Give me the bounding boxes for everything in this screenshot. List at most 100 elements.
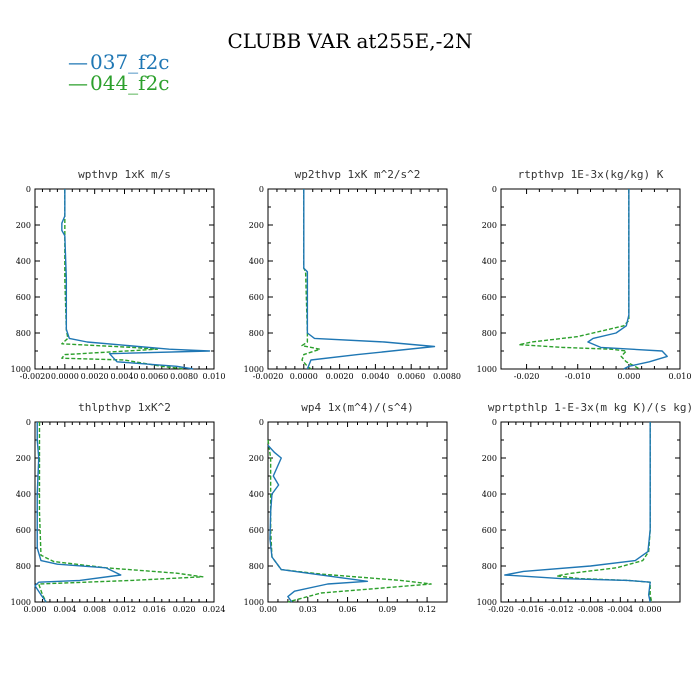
panel-4-ytick-label-1: 200 (249, 454, 264, 463)
panel-5-xtick-label-0: -0.020 (488, 605, 514, 614)
panel-0-ytick-label-0: 0 (26, 185, 31, 194)
panel-0-xtick-label-0: -0.0020 (20, 372, 51, 381)
panel-5-ytick-label-5: 1000 (477, 598, 497, 607)
panel-2-xtick-label-3: 0.010 (669, 372, 692, 381)
panel-0-xtick-label-3: 0.0040 (111, 372, 139, 381)
panel-1-xtick-label-1: 0.0000 (290, 372, 318, 381)
panel-3-ytick-label-2: 400 (16, 490, 31, 499)
panel-2-ytick-label-1: 200 (482, 221, 497, 230)
panel-2-ytick-label-5: 1000 (477, 365, 497, 374)
panel-1-series-0 (303, 189, 436, 370)
legend-dash-0: — (68, 50, 88, 74)
legend-entry-1: — 044_f2c (68, 71, 170, 95)
panel-3-xtick-label-6: 0.024 (203, 605, 226, 614)
panel-2-title: rtpthvp 1E-3x(kg/kg) K (518, 168, 664, 181)
legend-dash-1: — (68, 71, 88, 95)
legend: — 037_f2c — 044_f2c (68, 50, 170, 95)
panel-0-xtick-label-6: 0.010 (203, 372, 226, 381)
panel-0-xtick-label-5: 0.0080 (170, 372, 198, 381)
panel-4-xtick-label-4: 0.12 (418, 605, 436, 614)
panel-5-xtick-label-5: 0.000 (639, 605, 662, 614)
panel-5-xtick-label-2: -0.012 (548, 605, 574, 614)
panel-0-xtick-label-4: 0.0060 (140, 372, 168, 381)
panel-1-title: wp2thvp 1xK m^2/s^2 (295, 168, 421, 181)
panel-1-xtick-label-2: 0.0020 (326, 372, 354, 381)
panel-1-ytick-label-4: 800 (249, 329, 264, 338)
panel-5-xtick-label-4: -0.004 (608, 605, 634, 614)
panel-5-ytick-label-2: 400 (482, 490, 497, 499)
panel-5: wprtpthlp 1-E-3x(m kg K)/(s kg) 0 200 400 60… (477, 401, 694, 614)
panel-1-ytick-label-3: 600 (249, 293, 264, 302)
panel-1-ytick-label-2: 400 (249, 257, 264, 266)
panel-5-ytick-label-0: 0 (492, 418, 497, 427)
panel-4-ytick-label-0: 0 (259, 418, 264, 427)
panel-3-xtick-label-3: 0.012 (113, 605, 136, 614)
panel-0-ytick-label-2: 400 (16, 257, 31, 266)
panel-1-ytick-label-1: 200 (249, 221, 264, 230)
panel-3-xtick-label-2: 0.008 (83, 605, 106, 614)
panel-1-xtick-label-5: 0.0080 (433, 372, 461, 381)
legend-label-0: 037_f2c (90, 50, 170, 74)
panel-2-xtick-label-1: -0.010 (565, 372, 591, 381)
panel-4-xtick-label-1: 0.03 (299, 605, 317, 614)
panel-3-title: thlpthvp 1xK^2 (78, 401, 171, 414)
panel-4-ytick-label-5: 1000 (244, 598, 264, 607)
panel-2-series-0 (587, 189, 668, 370)
panel-3-series-0 (34, 422, 122, 603)
panel-2-xtick-label-2: 0.000 (617, 372, 640, 381)
panel-4-ytick-label-2: 400 (249, 490, 264, 499)
panel-1-xtick-label-0: -0.0020 (253, 372, 284, 381)
panel-5-ytick-label-4: 800 (482, 562, 497, 571)
panel-2-ytick-label-4: 800 (482, 329, 497, 338)
figure-title: CLUBB VAR at255E,-2N (227, 29, 472, 53)
legend-entry-0: — 037_f2c (68, 50, 170, 74)
panel-3-ytick-label-3: 600 (16, 526, 31, 535)
panel-3-ytick-label-5: 1000 (11, 598, 31, 607)
panel-5-series-1 (556, 422, 653, 603)
panel-3-xtick-label-4: 0.016 (143, 605, 166, 614)
panel-5-series-0 (504, 422, 651, 603)
panel-5-xtick-label-1: -0.016 (518, 605, 544, 614)
panel-3-frame (34, 421, 215, 603)
panel-2-ytick-label-3: 600 (482, 293, 497, 302)
panel-0-series-0 (61, 189, 211, 370)
panel-3-ytick-label-4: 800 (16, 562, 31, 571)
panel-4-xtick-label-2: 0.06 (339, 605, 357, 614)
panel-0-xtick-label-2: 0.0020 (81, 372, 109, 381)
panel-4-xtick-label-3: 0.09 (378, 605, 396, 614)
panel-0-title: wpthvp 1xK m/s (78, 168, 171, 181)
legend-label-1: 044_f2c (90, 71, 170, 95)
panel-1-xtick-label-4: 0.0060 (397, 372, 425, 381)
panel-4-xtick-label-0: 0.00 (259, 605, 277, 614)
panel-1: wp2thvp 1xK m^2/s^2 0 200 400 600 800 1000-0.0… (244, 168, 461, 381)
panel-0-ytick-label-1: 200 (16, 221, 31, 230)
panel-4-series-1 (267, 439, 432, 603)
panel-3-xtick-label-5: 0.020 (173, 605, 196, 614)
panel-0-ytick-label-4: 800 (16, 329, 31, 338)
panel-0-ytick-label-5: 1000 (11, 365, 31, 374)
panel-1-series-1 (301, 189, 321, 370)
panel-5-ytick-label-1: 200 (482, 454, 497, 463)
panel-0-frame (34, 188, 215, 370)
panel-0-xtick-label-1: 0.0000 (51, 372, 79, 381)
panel-2-ytick-label-0: 0 (492, 185, 497, 194)
panel-3-ytick-label-0: 0 (26, 418, 31, 427)
panel-2-xtick-label-0: -0.020 (514, 372, 540, 381)
panel-4-title: wp4 1x(m^4)/(s^4) (301, 401, 414, 414)
panel-1-ytick-label-0: 0 (259, 185, 264, 194)
panel-5-title: wprtpthlp 1-E-3x(m kg K)/(s kg) (488, 401, 693, 414)
panel-3-ytick-label-1: 200 (16, 454, 31, 463)
panel-4-ytick-label-4: 800 (249, 562, 264, 571)
panel-2-ytick-label-2: 400 (482, 257, 497, 266)
panel-5-ytick-label-3: 600 (482, 526, 497, 535)
panel-2-series-1 (518, 189, 640, 370)
panel-1-frame (267, 188, 448, 370)
panel-1-ytick-label-5: 1000 (244, 365, 264, 374)
panel-3-xtick-label-0: 0.000 (24, 605, 47, 614)
panel-2-frame (500, 188, 681, 370)
